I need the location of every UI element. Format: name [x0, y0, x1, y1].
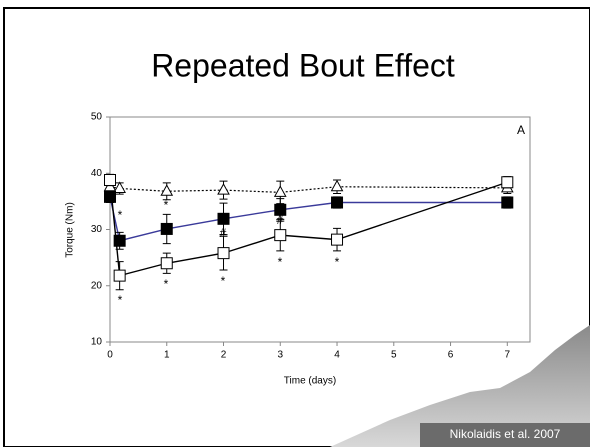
annotation: * [221, 274, 226, 288]
annotation: * [118, 208, 123, 222]
annotation: # [277, 213, 284, 227]
plot-area [110, 117, 530, 342]
slide: Repeated Bout Effect A Time (days) Torqu… [0, 0, 590, 447]
x-tick-label: 0 [107, 350, 113, 361]
annotation: * [335, 255, 340, 269]
annotation: * [118, 293, 123, 307]
x-tick-label: 4 [334, 350, 340, 361]
panel-label: A [517, 123, 525, 137]
marker [161, 258, 172, 269]
annotation: * [278, 255, 283, 269]
annotation: * [164, 198, 169, 212]
x-tick-label: 2 [221, 350, 227, 361]
marker [275, 230, 286, 241]
x-tick-label: 7 [505, 350, 511, 361]
marker [332, 197, 343, 208]
y-tick-label: 20 [91, 280, 103, 291]
marker [105, 191, 116, 202]
marker [218, 248, 229, 259]
marker [502, 177, 513, 188]
y-tick-label: 30 [91, 224, 103, 235]
marker [105, 175, 116, 186]
y-tick-label: 40 [91, 168, 103, 179]
x-tick-label: 1 [164, 350, 170, 361]
source: Nikolaidis et al. 2007 [450, 427, 561, 441]
marker [332, 234, 343, 245]
x-axis-title: Time (days) [284, 376, 336, 387]
x-tick-label: 6 [448, 350, 454, 361]
y-tick-label: 50 [91, 112, 103, 123]
annotation: * [164, 277, 169, 291]
x-tick-label: 3 [277, 350, 283, 361]
marker [502, 197, 513, 208]
marker [114, 235, 125, 246]
x-tick-label: 5 [391, 350, 397, 361]
marker [114, 270, 125, 281]
y-axis-title: Torque (Nm) [65, 202, 76, 258]
y-tick-label: 10 [91, 337, 103, 348]
annotation: # [220, 226, 227, 240]
marker [161, 223, 172, 234]
marker [218, 213, 229, 224]
chart-title: Repeated Bout Effect [151, 47, 455, 83]
